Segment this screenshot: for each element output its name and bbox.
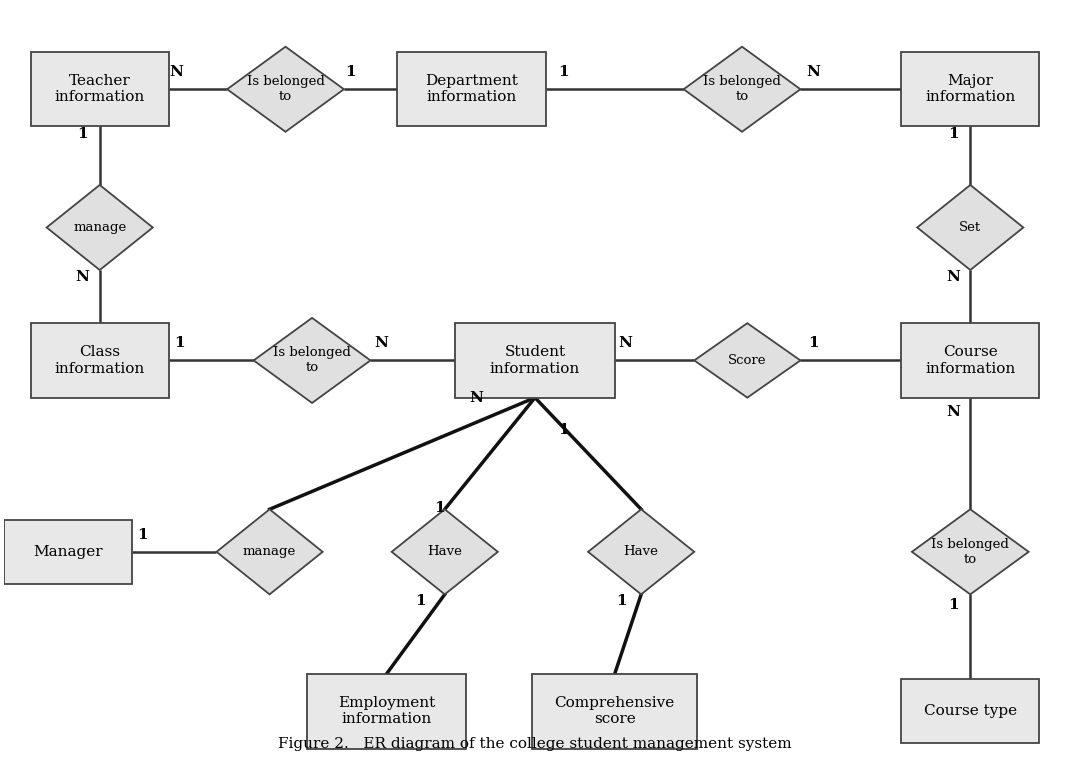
Text: 1: 1 (559, 423, 569, 437)
Text: Manager: Manager (33, 545, 103, 559)
Polygon shape (227, 46, 343, 132)
FancyBboxPatch shape (901, 52, 1039, 126)
Text: 1: 1 (77, 127, 88, 141)
Text: Score: Score (728, 354, 766, 367)
Polygon shape (684, 46, 800, 132)
FancyBboxPatch shape (901, 324, 1039, 398)
FancyBboxPatch shape (901, 680, 1039, 743)
Polygon shape (588, 509, 694, 594)
Text: N: N (76, 270, 90, 284)
Polygon shape (694, 324, 800, 398)
Text: manage: manage (73, 221, 126, 234)
Text: Have: Have (427, 546, 462, 558)
Text: 1: 1 (433, 502, 444, 515)
Polygon shape (912, 509, 1028, 594)
Text: N: N (374, 337, 388, 351)
Polygon shape (254, 318, 370, 403)
Text: manage: manage (243, 546, 296, 558)
FancyBboxPatch shape (4, 520, 132, 584)
Text: Is belonged
to: Is belonged to (246, 75, 324, 103)
Text: 1: 1 (174, 337, 185, 351)
Text: 1: 1 (616, 594, 627, 608)
Text: N: N (469, 392, 483, 406)
Text: Is belonged
to: Is belonged to (931, 538, 1009, 566)
FancyBboxPatch shape (307, 674, 467, 748)
FancyBboxPatch shape (397, 52, 546, 126)
Text: Course
information: Course information (926, 345, 1015, 375)
Text: N: N (169, 65, 183, 79)
Polygon shape (917, 185, 1023, 270)
Text: Is belonged
to: Is belonged to (703, 75, 781, 103)
Text: N: N (807, 65, 821, 79)
Text: 1: 1 (948, 127, 959, 141)
Text: Class
information: Class information (55, 345, 144, 375)
Text: 1: 1 (808, 337, 819, 351)
Text: Have: Have (624, 546, 659, 558)
Text: Employment
information: Employment information (338, 697, 435, 727)
FancyBboxPatch shape (533, 674, 697, 748)
FancyBboxPatch shape (31, 52, 169, 126)
Text: Student
information: Student information (490, 345, 580, 375)
Text: 1: 1 (559, 65, 569, 79)
Text: Teacher
information: Teacher information (55, 74, 144, 104)
Text: Is belonged
to: Is belonged to (273, 347, 351, 375)
Text: Comprehensive
score: Comprehensive score (554, 697, 675, 727)
Text: Figure 2.   ER diagram of the college student management system: Figure 2. ER diagram of the college stud… (278, 737, 792, 751)
Text: N: N (946, 270, 960, 284)
FancyBboxPatch shape (31, 324, 169, 398)
Polygon shape (392, 509, 498, 594)
Text: 1: 1 (948, 598, 959, 612)
Polygon shape (47, 185, 153, 270)
Text: Major
information: Major information (926, 74, 1015, 104)
Text: Course type: Course type (923, 704, 1016, 718)
FancyBboxPatch shape (456, 324, 614, 398)
Text: 1: 1 (415, 594, 426, 608)
Text: Set: Set (959, 221, 981, 234)
Polygon shape (216, 509, 323, 594)
Text: 1: 1 (137, 528, 148, 542)
Text: 1: 1 (346, 65, 356, 79)
Text: Department
information: Department information (425, 74, 518, 104)
Text: N: N (946, 405, 960, 420)
Text: N: N (618, 337, 632, 351)
